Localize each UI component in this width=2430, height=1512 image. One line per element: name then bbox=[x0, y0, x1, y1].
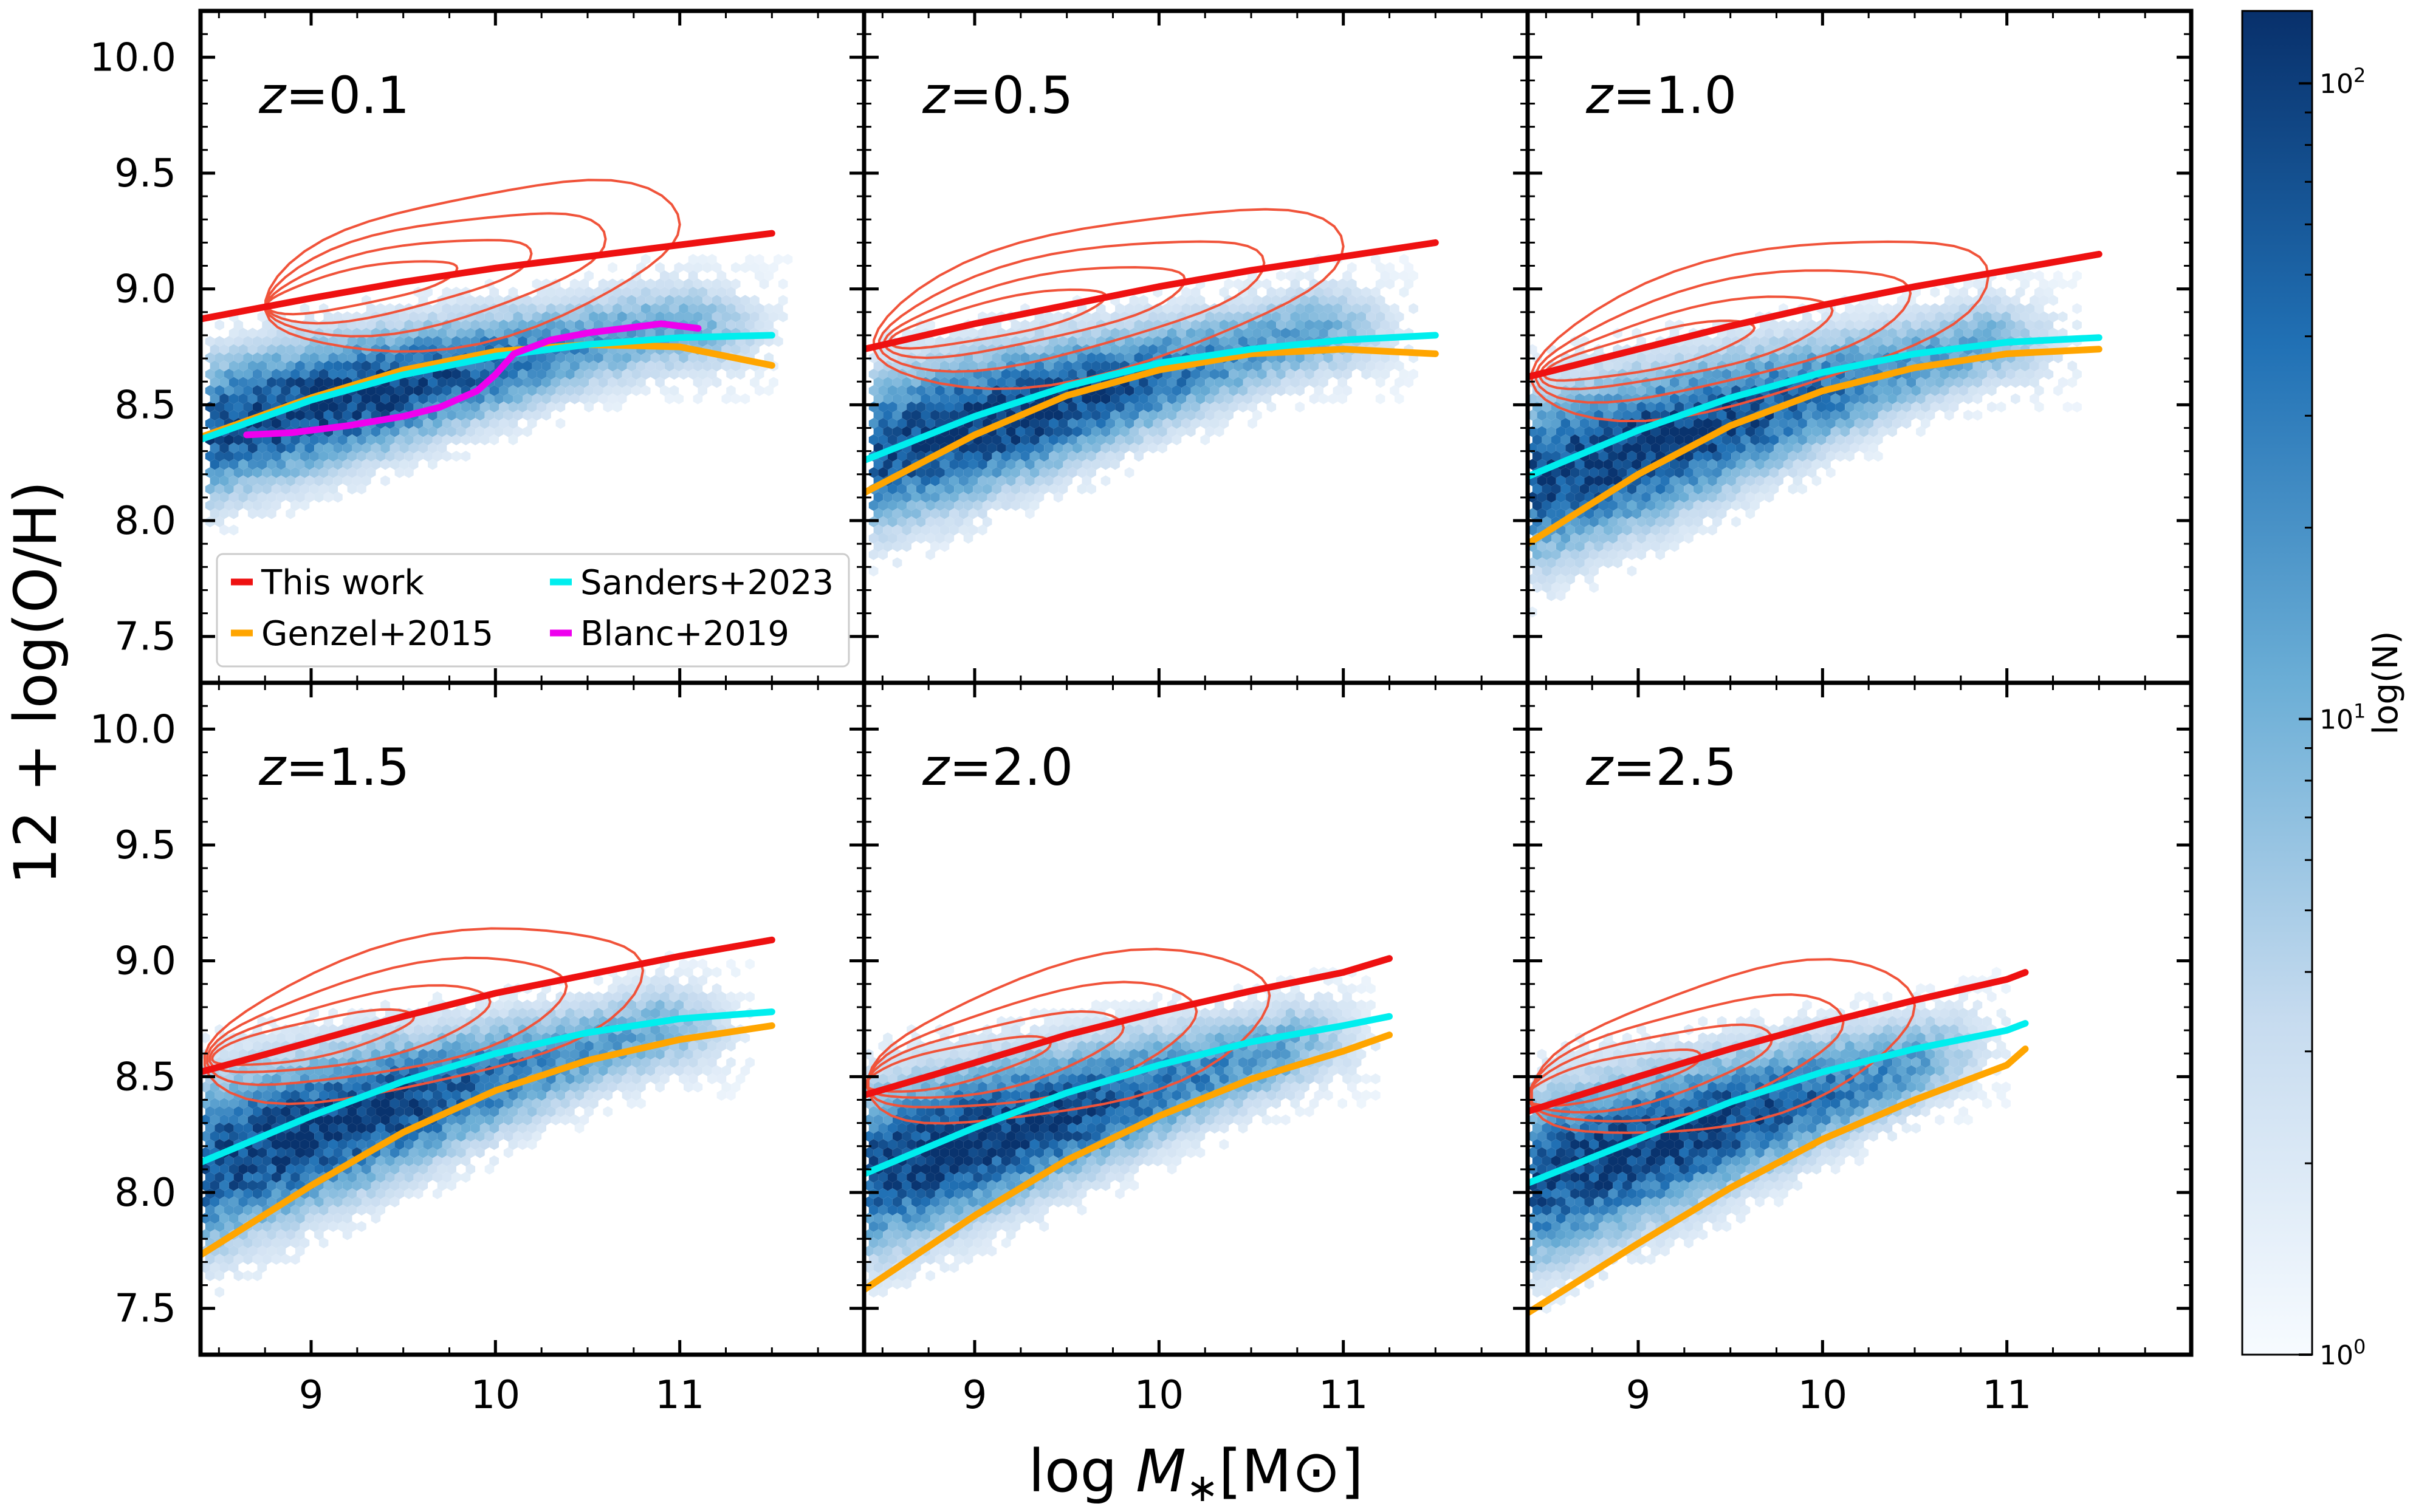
genzel-2015-line bbox=[201, 1022, 775, 1259]
panel-3: 7.5 8.0 8.5 9.0 9.5 10.0 9 10 11 z=1.5 bbox=[90, 680, 867, 1418]
hexbin-density bbox=[205, 254, 793, 536]
legend-label: Sanders+2023 bbox=[580, 563, 834, 603]
sanders-2023-line bbox=[864, 1013, 1393, 1177]
colorbar-tick-label: 102 bbox=[2319, 64, 2366, 100]
colorbar-frame bbox=[2241, 10, 2313, 1356]
genzel-2015-line bbox=[1528, 346, 2102, 547]
x-tick-label: 10 bbox=[1798, 1373, 1847, 1418]
panel-redshift-label: z=1.5 bbox=[258, 737, 410, 797]
y-tick-label: 9.0 bbox=[114, 267, 176, 312]
this-work-line bbox=[864, 239, 1439, 353]
ticks bbox=[1528, 683, 2191, 1355]
y-tick-label: 8.5 bbox=[114, 1055, 176, 1100]
panel-redshift-label: z=0.5 bbox=[922, 66, 1073, 125]
panel-2-plot bbox=[1528, 240, 2102, 618]
sanders-2023-line bbox=[201, 1008, 775, 1166]
panels-group: 7.5 8.0 8.5 9.0 9.5 10.0 z=0.1 z=0.5 z=1.0 7.5 8.0… bbox=[90, 9, 2194, 1418]
legend-label: This work bbox=[261, 563, 424, 603]
panel-0: 7.5 8.0 8.5 9.0 9.5 10.0 z=0.1 bbox=[90, 9, 867, 685]
x-tick-label: 11 bbox=[1982, 1373, 2031, 1418]
panel-3-plot bbox=[201, 927, 775, 1298]
x-tick-label: 9 bbox=[299, 1373, 324, 1418]
this-work-line bbox=[1528, 969, 2029, 1115]
x-axis-title: log M∗[M⊙] bbox=[1028, 1437, 1363, 1511]
panel-redshift-label: z=1.0 bbox=[1585, 66, 1737, 125]
x-tick-label: 10 bbox=[471, 1373, 520, 1418]
panel-1: z=0.5 bbox=[862, 9, 1530, 685]
panel-redshift-label: z=2.5 bbox=[1585, 737, 1737, 797]
legend: This work Sanders+2023 Genzel+2015 Blanc+20… bbox=[216, 553, 850, 668]
panel-frame bbox=[1525, 680, 2194, 1357]
sanders-2023-line bbox=[864, 332, 1439, 464]
ticks bbox=[1528, 11, 2191, 683]
x-tick-label: 9 bbox=[963, 1373, 987, 1418]
panel-4-plot bbox=[864, 948, 1393, 1298]
sanders-2023-line bbox=[1528, 334, 2102, 481]
sanders-2023-line bbox=[1528, 1020, 2029, 1187]
this-work-line bbox=[1528, 250, 2102, 381]
x-tick-label: 11 bbox=[655, 1373, 704, 1418]
x-tick-label: 11 bbox=[1319, 1373, 1368, 1418]
y-tick-label: 9.5 bbox=[114, 151, 176, 196]
legend-label: Blanc+2019 bbox=[580, 614, 789, 654]
hexbin-density bbox=[868, 254, 1418, 576]
contours bbox=[203, 927, 645, 1106]
sanders-2023-line bbox=[201, 332, 775, 443]
panel-1-plot bbox=[864, 208, 1439, 576]
axis-titles: 12 + log(O/H) log M∗[M⊙] bbox=[2, 481, 1364, 1511]
genzel-2015-line bbox=[1528, 1045, 2029, 1316]
y-tick-label: 10.0 bbox=[90, 35, 177, 80]
ticks bbox=[201, 683, 864, 1355]
panel-5: 9 10 11 z=2.5 bbox=[1525, 680, 2194, 1418]
y-tick-label: 9.0 bbox=[114, 939, 176, 984]
y-tick-label: 9.5 bbox=[114, 823, 176, 868]
genzel-2015-line bbox=[864, 346, 1439, 496]
panel-0-plot bbox=[201, 179, 793, 536]
legend-label: Genzel+2015 bbox=[261, 614, 493, 654]
colorbar-title: log(N) bbox=[2366, 631, 2406, 735]
colorbar-tick-label: 101 bbox=[2319, 700, 2366, 736]
y-axis-title: 12 + log(O/H) bbox=[2, 481, 70, 885]
y-tick-label: 8.0 bbox=[114, 499, 176, 544]
y-tick-label: 8.5 bbox=[114, 383, 176, 428]
y-tick-label: 8.0 bbox=[114, 1171, 176, 1216]
x-tick-label: 9 bbox=[1626, 1373, 1651, 1418]
colorbar: 100 101 102 log(N) bbox=[2241, 10, 2406, 1371]
panel-5-plot bbox=[1528, 958, 2029, 1316]
this-work-line bbox=[201, 936, 775, 1076]
y-tick-label: 7.5 bbox=[114, 1287, 176, 1332]
ticks bbox=[864, 683, 1528, 1355]
hexbin-density bbox=[201, 950, 755, 1298]
hexbin-density bbox=[1528, 966, 2011, 1314]
this-work-line bbox=[864, 955, 1393, 1099]
y-tick-label: 7.5 bbox=[114, 615, 176, 660]
colorbar-gradient bbox=[2242, 11, 2312, 1355]
y-tick-label: 10.0 bbox=[90, 707, 177, 752]
panel-redshift-label: z=2.0 bbox=[922, 737, 1073, 797]
this-work-line bbox=[201, 230, 775, 323]
ticks bbox=[201, 11, 864, 683]
x-tick-label: 10 bbox=[1134, 1373, 1184, 1418]
panel-redshift-label: z=0.1 bbox=[258, 66, 410, 125]
genzel-2015-line bbox=[864, 1031, 1393, 1293]
colorbar-tick-label: 100 bbox=[2319, 1335, 2366, 1371]
legend-box bbox=[216, 553, 850, 668]
panel-2: z=1.0 bbox=[1525, 9, 2194, 685]
blanc-2019-line bbox=[243, 320, 702, 439]
panel-4: 9 10 11 z=2.0 bbox=[862, 680, 1530, 1418]
